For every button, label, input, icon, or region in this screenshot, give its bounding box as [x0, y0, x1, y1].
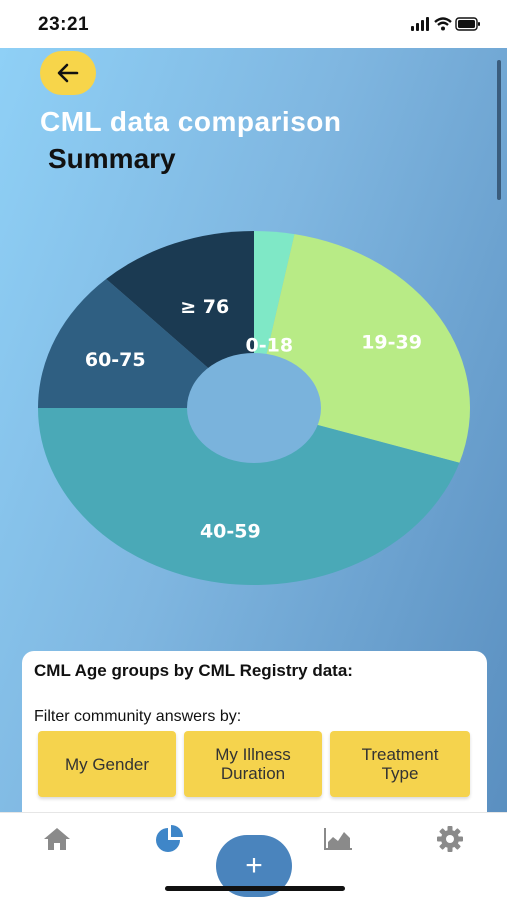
- tab-statistics[interactable]: [318, 821, 358, 857]
- gear-icon: [437, 826, 463, 852]
- main-content[interactable]: CML data comparison Summary 0-18 19-39 40-…: [0, 48, 507, 812]
- filter-treatment-type-line2: Type: [381, 764, 419, 783]
- filter-illness-duration-line1: My Illness: [215, 745, 291, 764]
- home-indicator: [165, 886, 345, 891]
- page-subtitle: Summary: [48, 143, 176, 174]
- status-icons: [411, 16, 481, 37]
- tab-settings[interactable]: [430, 821, 470, 857]
- filter-illness-duration-button[interactable]: My Illness Duration: [184, 731, 322, 797]
- pie-label-1: 19-39: [361, 331, 422, 353]
- filter-label: Filter community answers by:: [34, 708, 242, 725]
- plus-icon: +: [245, 849, 263, 882]
- filter-card: CML Age groups by CML Registry data: Fil…: [22, 651, 487, 812]
- pie-label-4: ≥ 76: [180, 296, 229, 318]
- filter-treatment-type-line1: Treatment: [361, 745, 439, 764]
- status-time: 23:21: [38, 14, 90, 35]
- pie-chart-icon: [156, 825, 183, 852]
- filter-illness-duration-line2: Duration: [220, 764, 286, 783]
- home-icon: [44, 828, 70, 850]
- age-group-pie-chart: 0-18 19-39 40-59 60-75 ≥ 76: [38, 231, 471, 585]
- wifi-icon: [434, 17, 452, 31]
- pie-label-3: 60-75: [85, 349, 146, 371]
- donut-hole: [187, 353, 321, 463]
- scrollbar[interactable]: [497, 60, 501, 200]
- area-chart-icon: [324, 828, 352, 850]
- filter-gender-button[interactable]: My Gender: [38, 731, 176, 797]
- status-bar: 23:21: [0, 0, 507, 48]
- tab-charts[interactable]: [150, 821, 190, 857]
- page-title: CML data comparison: [40, 106, 342, 137]
- battery-icon: [455, 17, 480, 31]
- bottom-tab-bar: +: [0, 812, 507, 901]
- signal-icon: [411, 17, 429, 31]
- back-button[interactable]: [40, 51, 96, 95]
- filter-gender-label: My Gender: [64, 754, 150, 774]
- arrow-left-icon: [57, 63, 79, 83]
- card-title: CML Age groups by CML Registry data:: [34, 661, 353, 680]
- pie-label-2: 40-59: [200, 520, 261, 542]
- pie-label-0: 0-18: [246, 335, 294, 357]
- tab-home[interactable]: [37, 821, 77, 857]
- pie-slice-2: [38, 408, 460, 585]
- filter-treatment-type-button[interactable]: Treatment Type: [330, 731, 470, 797]
